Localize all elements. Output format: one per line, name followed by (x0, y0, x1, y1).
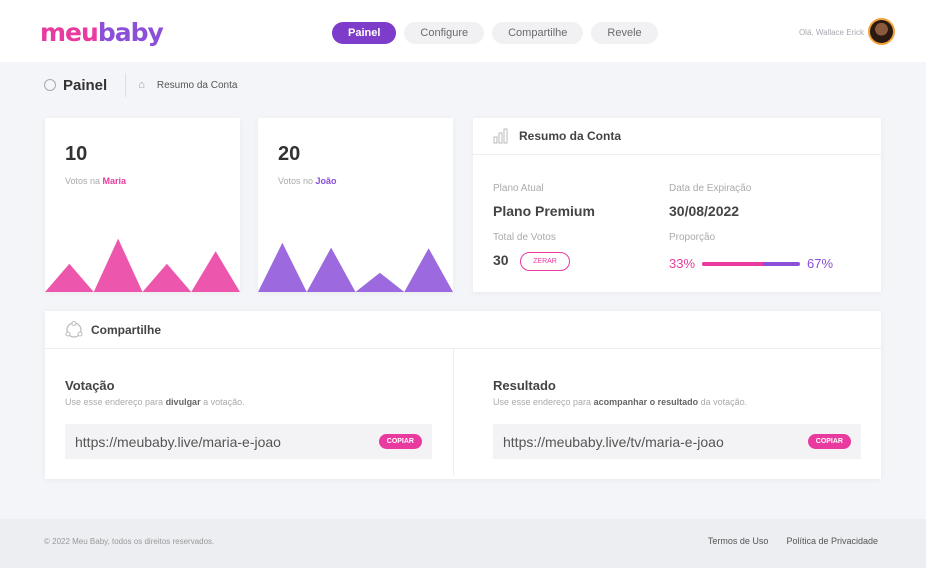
summary-header: Resumo da Conta (473, 118, 881, 155)
share-header: Compartilhe (45, 311, 881, 349)
logo-part-baby: baby (97, 18, 164, 47)
votes-count-joao: 20 (278, 143, 301, 165)
peak-1 (93, 238, 143, 292)
dashboard-icon (44, 79, 56, 91)
peaks-graphic-maria (45, 238, 240, 292)
result-desc-pre: Use esse endereço para (493, 397, 594, 407)
share-icon (65, 320, 83, 338)
peaks-graphic-joao (258, 242, 453, 292)
peak-0 (45, 263, 94, 292)
votes-label-maria: Votos na Maria (65, 176, 126, 186)
votes-card-joao: 20 Votos no João (258, 118, 453, 292)
result-title: Resultado (493, 378, 556, 393)
terms-link[interactable]: Termos de Uso (707, 536, 769, 546)
votes-name-joao: João (315, 176, 337, 186)
nav-painel[interactable]: Painel (332, 22, 397, 44)
peak-3 (404, 248, 453, 292)
result-url[interactable]: https://meubaby.live/tv/maria-e-joao (503, 433, 724, 450)
share-title: Compartilhe (91, 322, 162, 337)
peak-0 (258, 242, 307, 292)
nav-compartilhe[interactable]: Compartilhe (492, 22, 584, 44)
votes-label-joao: Votos no João (278, 176, 337, 186)
result-url-box[interactable]: https://meubaby.live/tv/maria-e-joao COP… (493, 424, 861, 459)
footer: © 2022 Meu Baby, todos os direitos reser… (0, 519, 926, 568)
copy-voting-url-button[interactable]: COPIAR (378, 434, 422, 449)
page-title: Painel (63, 76, 108, 94)
copyright-text: © 2022 Meu Baby, todos os direitos reser… (44, 537, 215, 546)
voting-desc-post: a votação. (200, 397, 245, 407)
footer-links: Termos de Uso Política de Privacidade (708, 536, 878, 546)
votes-card-maria: 10 Votos na Maria (45, 118, 240, 292)
share-divider (453, 349, 454, 476)
votes-name-maria: Maria (102, 176, 127, 186)
reset-votes-button[interactable]: ZERAR (520, 252, 570, 271)
summary-title: Resumo da Conta (519, 129, 622, 143)
logo-part-meu: meu (40, 18, 99, 47)
plan-label: Plano Atual (493, 183, 544, 194)
nav-configure[interactable]: Configure (404, 22, 485, 44)
ratio-label: Proporção (669, 232, 716, 243)
expiry-value: 30/08/2022 (669, 203, 740, 219)
plan-value: Plano Premium (493, 203, 595, 219)
peak-1 (306, 247, 356, 292)
result-desc-bold: acompanhar o resultado (593, 397, 699, 407)
bar-chart-icon (493, 128, 508, 144)
voting-description: Use esse endereço para divulgar a votaçã… (65, 397, 245, 407)
account-summary-card: Resumo da Conta Plano Atual Plano Premiu… (473, 118, 881, 292)
home-icon[interactable]: ⌂ (138, 79, 145, 91)
privacy-link[interactable]: Política de Privacidade (786, 536, 878, 546)
votes-total-value: 30 (493, 252, 509, 268)
expiry-label: Data de Expiração (669, 183, 752, 194)
result-desc-post: da votação. (698, 397, 748, 407)
votes-prefix-joao: Votos no (278, 176, 314, 186)
voting-title: Votação (65, 378, 115, 393)
voting-url-box[interactable]: https://meubaby.live/maria-e-joao COPIAR (65, 424, 432, 459)
votes-prefix-maria: Votos na (65, 176, 101, 186)
ratio-maria: 33% (669, 256, 696, 271)
breadcrumb: Painel ⌂ Resumo da Conta (44, 73, 238, 97)
nav-revele[interactable]: Revele (591, 22, 658, 44)
votes-count-maria: 10 (65, 143, 88, 165)
votes-total-label: Total de Votos (493, 232, 556, 243)
ratio-joao: 67% (807, 256, 834, 271)
voting-url[interactable]: https://meubaby.live/maria-e-joao (75, 433, 281, 450)
ratio-bar (702, 262, 800, 266)
user-greeting[interactable]: Olá, Wallace Erick (798, 28, 864, 37)
voting-desc-bold: divulgar (165, 397, 201, 407)
logo[interactable]: meubaby (40, 18, 164, 47)
share-card: Compartilhe Votação Use esse endereço pa… (45, 311, 881, 479)
main-nav: Painel Configure Compartilhe Revele (332, 22, 658, 44)
result-description: Use esse endereço para acompanhar o resu… (493, 397, 747, 407)
top-header: meubaby Painel Configure Compartilhe Rev… (0, 0, 926, 62)
peak-2 (355, 272, 405, 292)
peak-2 (142, 263, 192, 292)
copy-result-url-button[interactable]: COPIAR (807, 434, 851, 449)
breadcrumb-current: Resumo da Conta (156, 79, 238, 91)
breadcrumb-divider (125, 73, 127, 97)
ratio-bar-fill (702, 262, 763, 266)
avatar[interactable] (868, 18, 895, 45)
voting-desc-pre: Use esse endereço para (65, 397, 166, 407)
peak-3 (191, 251, 240, 292)
